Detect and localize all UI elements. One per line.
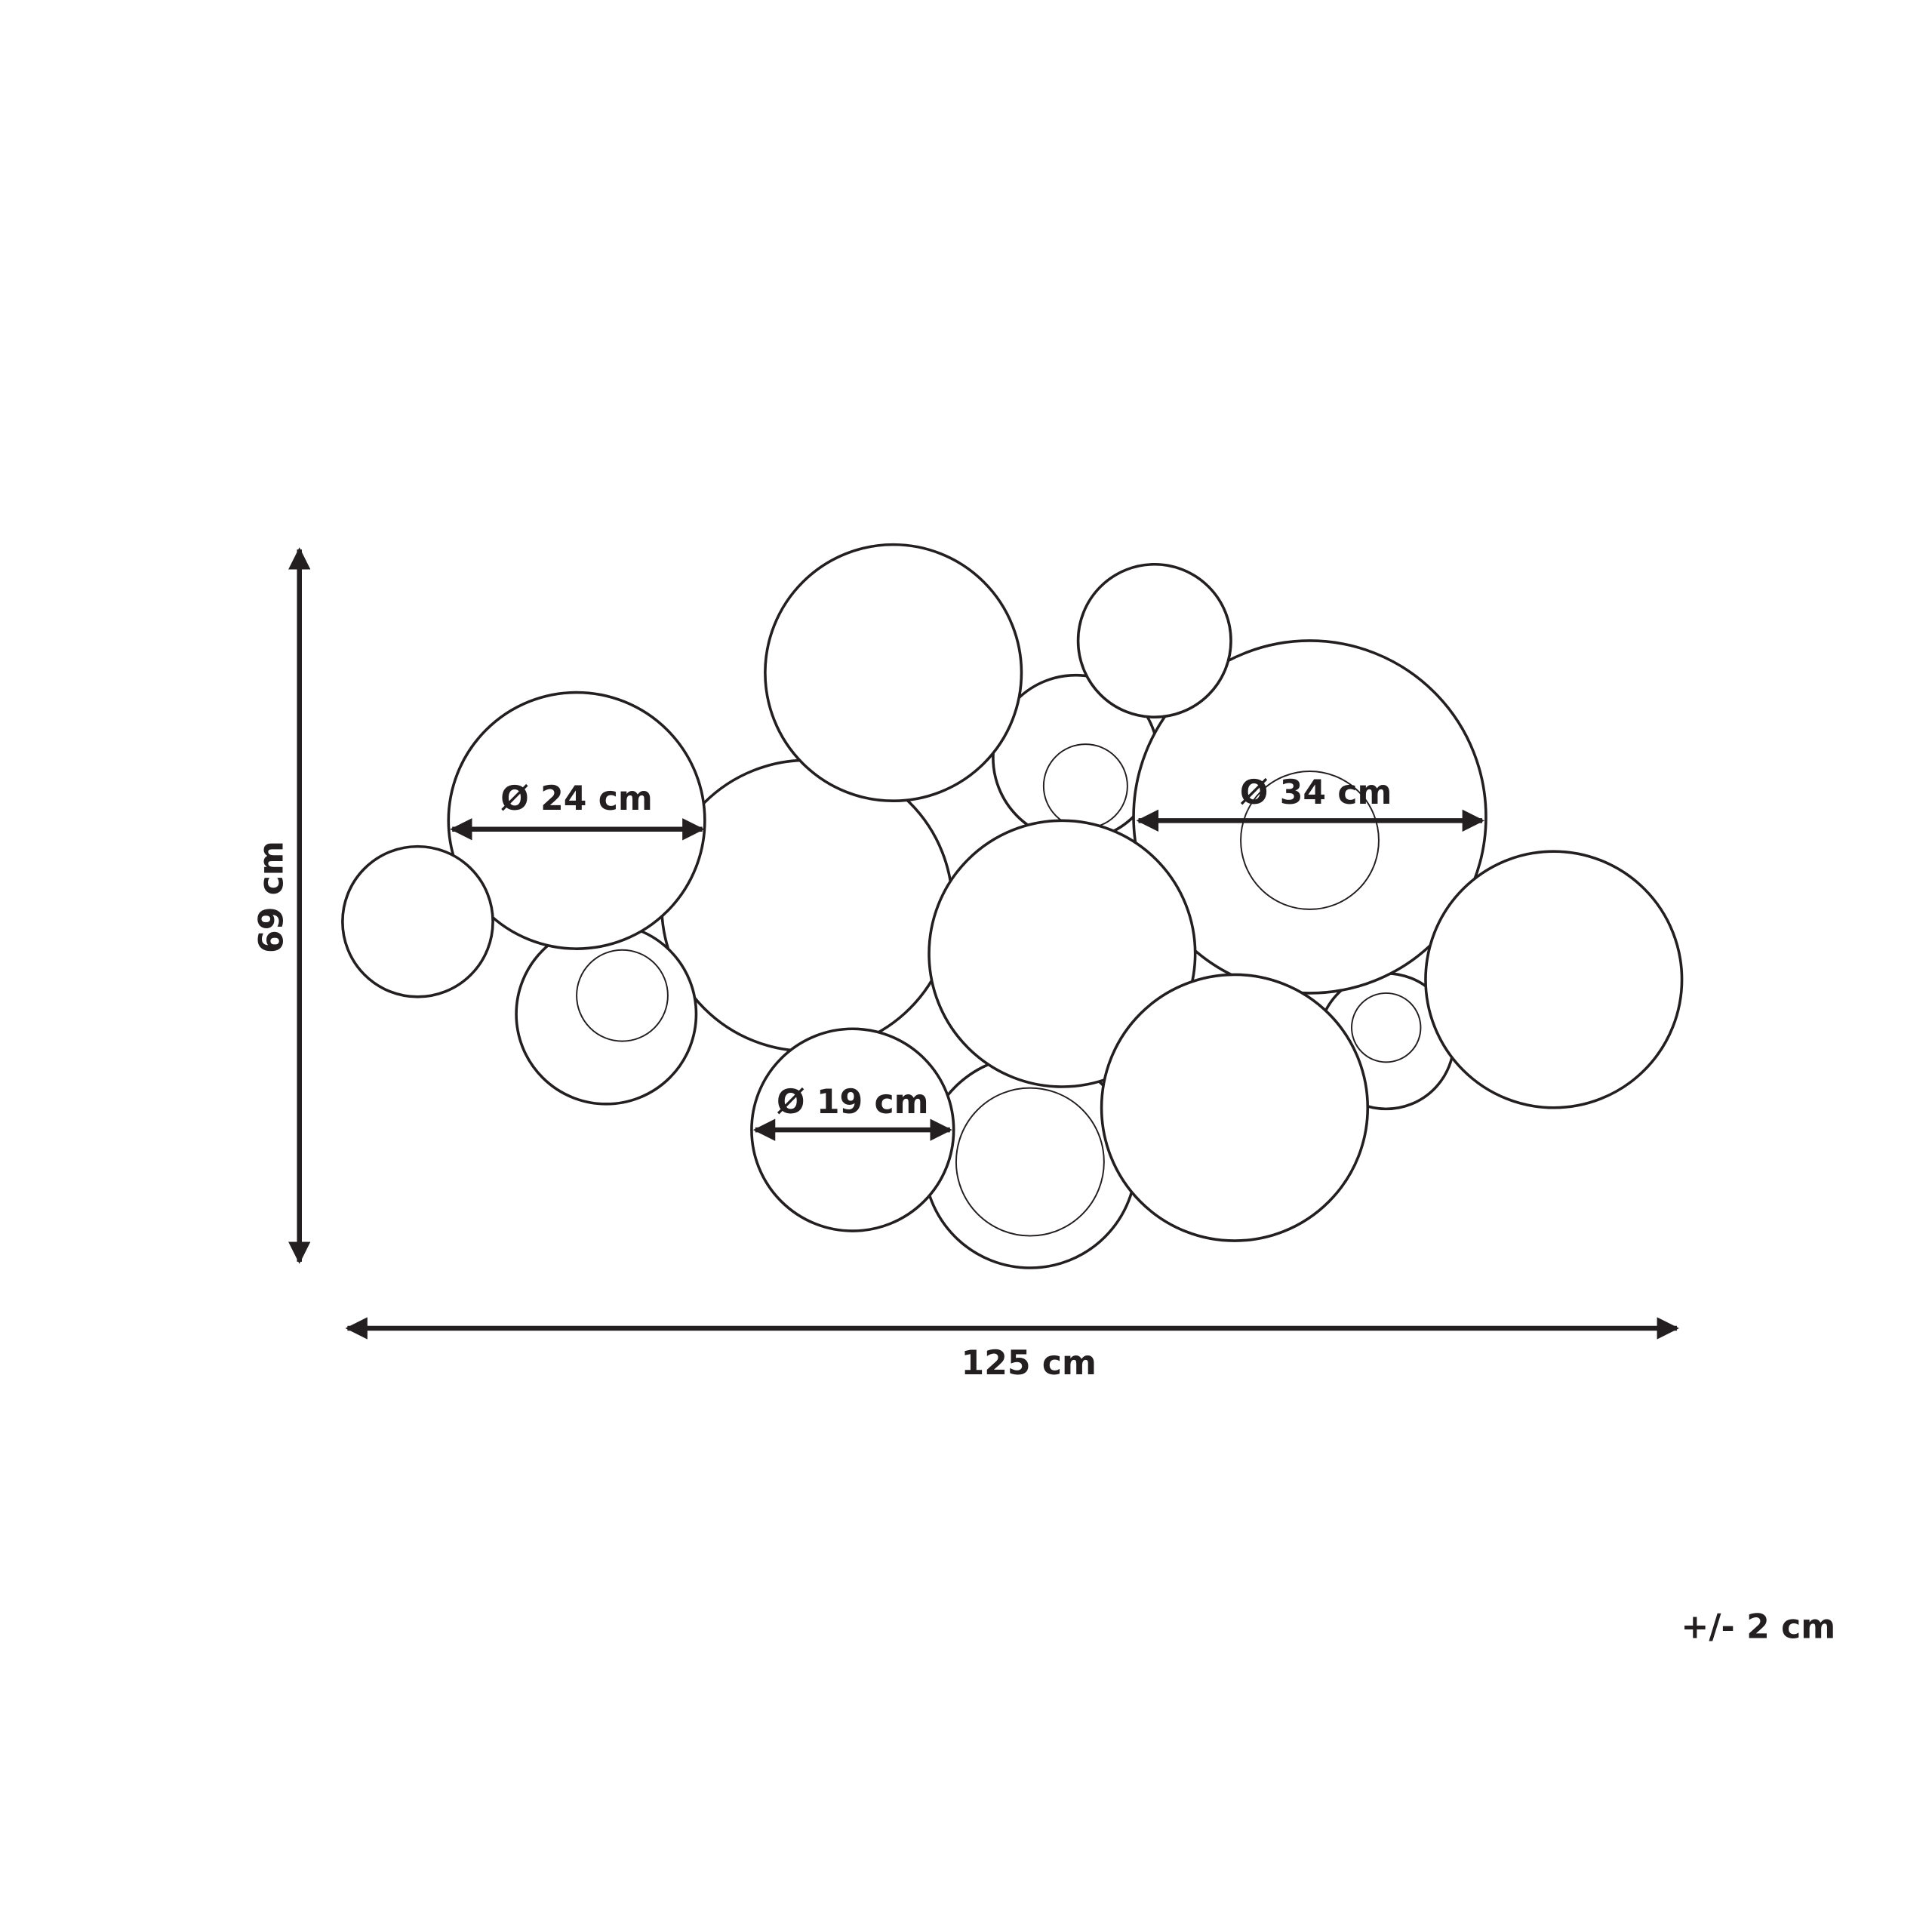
diameter-label: Ø 19 cm: [777, 1083, 929, 1121]
tolerance-label: +/- 2 cm: [1681, 1607, 1835, 1646]
dimension-lines: [288, 547, 1679, 1340]
circles: [341, 543, 1684, 1269]
height-label: 69 cm: [252, 841, 291, 953]
diameter-label: Ø 34 cm: [1240, 774, 1392, 812]
diameter-label: Ø 24 cm: [500, 780, 653, 818]
width-label: 125 cm: [961, 1344, 1097, 1383]
